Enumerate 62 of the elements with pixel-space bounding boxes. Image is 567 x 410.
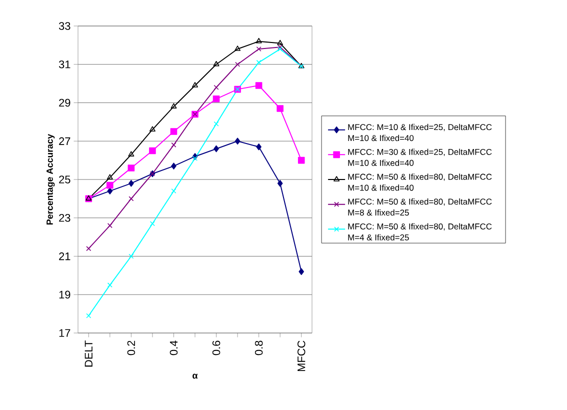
point (234, 138, 240, 145)
point (277, 180, 283, 187)
legend-label: MFCC: M=50 & Ifixed=80, DeltaMFCC M=8 & Ifixed=25 (348, 198, 492, 216)
point (255, 82, 262, 89)
point (128, 196, 134, 202)
point (276, 105, 284, 112)
y-tick-label: 19 (59, 290, 70, 299)
y-axis-title: Percentage Accuracy (46, 134, 55, 225)
x-tick-label: 0.8 (254, 340, 263, 356)
point (171, 142, 176, 148)
legend-label: MFCC: M=10 & Ifixed=25, DeltaMFCC M=10 & Ifixed=40 (348, 124, 492, 142)
x-tick-label: 0.2 (127, 340, 136, 356)
y-tick-label: 29 (59, 98, 70, 107)
point (256, 60, 262, 65)
legend-label: MFCC: M=50 & Ifixed=80, DeltaMFCC M=10 & Ifixed=40 (348, 174, 492, 191)
x-tick-label: 0.4 (170, 340, 178, 356)
point (149, 147, 156, 154)
point (192, 82, 198, 88)
point (107, 282, 112, 288)
point (106, 182, 114, 189)
point (298, 156, 305, 164)
y-tick-label: 31 (58, 60, 70, 68)
point (256, 46, 262, 52)
point (256, 143, 262, 150)
point (86, 313, 92, 318)
legend-label: MFCC: M=50 & Ifixed=80, DeltaMFCC M=4 & Ifixed=25 (348, 223, 492, 240)
point (214, 121, 219, 126)
point (212, 96, 220, 102)
point (86, 246, 92, 252)
point (277, 40, 284, 46)
point (234, 46, 241, 51)
y-tick-label: 25 (59, 176, 70, 184)
y-tick-label: 33 (58, 22, 70, 30)
x-tick-label: MFCC (297, 340, 306, 372)
point (150, 221, 155, 226)
point (128, 254, 134, 259)
point (128, 151, 134, 156)
point (256, 38, 262, 44)
point (106, 174, 113, 180)
point (128, 164, 135, 172)
point (128, 180, 134, 187)
point (170, 128, 178, 135)
y-tick-label: 17 (59, 329, 70, 337)
point (298, 268, 304, 275)
point (171, 162, 176, 170)
point (171, 188, 176, 194)
y-tick-label: 27 (59, 137, 70, 145)
point (192, 156, 198, 161)
point (214, 84, 219, 90)
point (107, 188, 113, 194)
y-tick-label: 21 (59, 252, 70, 260)
x-axis-title: α (192, 374, 198, 379)
point (170, 103, 177, 108)
point (149, 126, 156, 132)
x-tick-label: 0.6 (212, 340, 220, 356)
point (214, 145, 219, 152)
x-tick-label: DELT (84, 340, 92, 367)
point (235, 62, 240, 67)
legend-label: MFCC: M=30 & Ifixed=25, DeltaMFCC M=10 & Ifixed=40 (348, 148, 492, 166)
point (107, 223, 112, 228)
y-tick-label: 23 (59, 214, 70, 222)
point (213, 60, 220, 66)
